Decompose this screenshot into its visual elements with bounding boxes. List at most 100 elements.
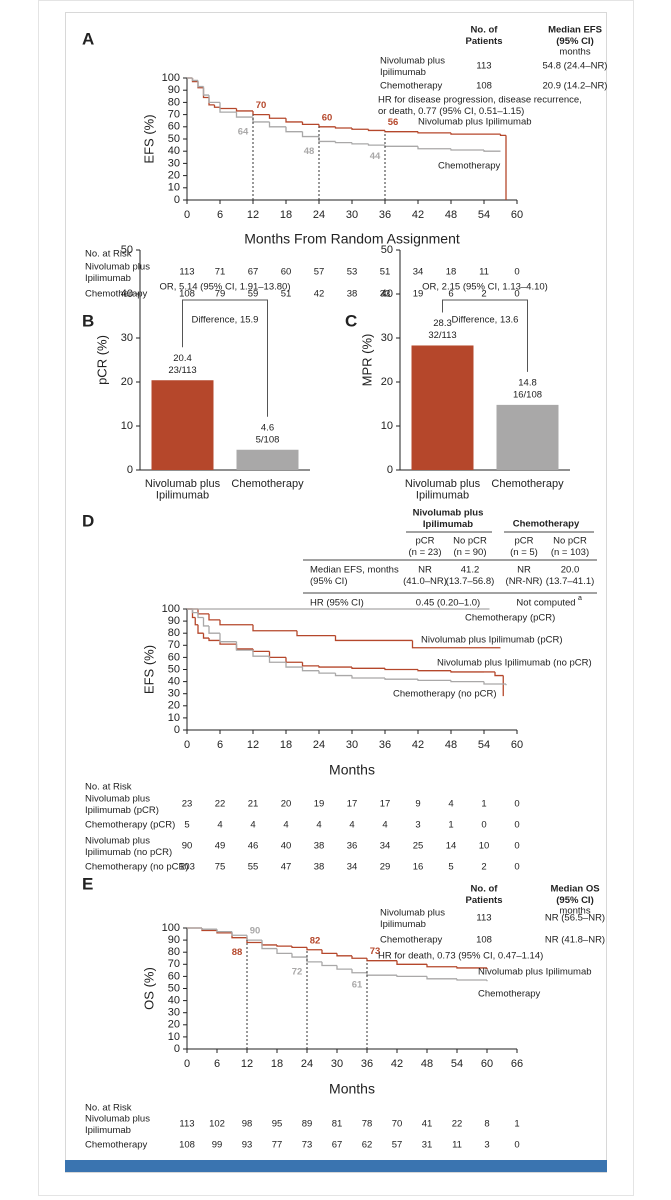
summary-median: 20.9 (14.2–NR) [543, 81, 608, 92]
subheader: pCR (n = 5) [510, 535, 538, 558]
survival-step [301, 121, 319, 126]
y-axis-title: EFS (%) [141, 645, 156, 694]
survival-step [417, 131, 451, 134]
curve-label: Chemotherapy (pCR) [465, 613, 555, 624]
x-tick-label: 12 [247, 739, 259, 751]
panel-label: A [82, 29, 94, 48]
summary-n: 108 [476, 81, 492, 92]
category-label: Chemotherapy [491, 478, 564, 490]
risk-value: 33 [380, 289, 391, 300]
x-tick-label: 30 [331, 1058, 343, 1070]
risk-value: 10 [479, 841, 490, 852]
y-tick-label: 70 [168, 109, 180, 121]
risk-value: 19 [314, 799, 325, 810]
y-tick-label: 0 [174, 1043, 180, 1055]
comparison: OR, 2.15 (95% CI, 1.13–4.10) [422, 282, 548, 293]
survival-step [417, 146, 451, 150]
row-label: Median EFS, months (95% CI) [310, 564, 399, 587]
survival-step [268, 121, 286, 128]
y-tick-label: 80 [168, 96, 180, 108]
risk-value: 0 [481, 820, 486, 831]
survival-step [235, 108, 253, 112]
risk-value: 4 [217, 820, 222, 831]
survival-step [483, 149, 501, 152]
summary-name: Nivolumab plus Ipilimumab [380, 907, 445, 930]
y-tick-label: 30 [121, 332, 133, 344]
risk-value: 36 [347, 841, 358, 852]
y-tick-label: 20 [168, 700, 180, 712]
y-tick-label: 20 [381, 376, 393, 388]
value-label: 14.8 [518, 377, 537, 388]
x-tick-label: 0 [184, 1058, 190, 1070]
y-tick-label: 10 [168, 182, 180, 194]
risk-value: 0 [514, 799, 519, 810]
risk-value: 71 [215, 267, 226, 278]
x-tick-label: 36 [379, 739, 391, 751]
survival-step [336, 953, 352, 957]
risk-label: Chemotherapy [85, 289, 148, 300]
summary-header: No. of Patients [466, 883, 503, 906]
survival-step [202, 633, 209, 639]
survival-step [450, 670, 484, 673]
risk-value: 2 [481, 289, 486, 300]
y-tick-label: 0 [174, 194, 180, 206]
risk-value: 40 [281, 841, 292, 852]
y-tick-label: 50 [168, 982, 180, 994]
landmark-label: 61 [352, 980, 363, 991]
risk-value: 108 [179, 289, 195, 300]
x-tick-label: 6 [217, 209, 223, 221]
survival-step [450, 680, 484, 683]
category-label: Nivolumab plus Ipilimumab [405, 478, 481, 502]
category-label: Chemotherapy [231, 478, 304, 490]
risk-value: 21 [248, 799, 259, 810]
risk-value: 25 [413, 841, 424, 852]
y-tick-label: 60 [168, 651, 180, 663]
survival-step [285, 118, 303, 123]
y-tick-label: 40 [168, 145, 180, 157]
risk-value: 3 [484, 1140, 489, 1151]
survival-step [213, 104, 220, 108]
summary-header: No. of Patients [466, 24, 503, 47]
y-axis-title: MPR (%) [359, 334, 374, 387]
survival-step [334, 126, 352, 129]
cell: Not computed [516, 598, 575, 609]
x-tick-label: 42 [412, 739, 424, 751]
risk-value: 67 [248, 267, 259, 278]
cell: NR (41.0–NR) [403, 564, 447, 587]
risk-value: 1 [481, 799, 486, 810]
summary-n: 113 [476, 913, 491, 924]
risk-value: 34 [380, 841, 391, 852]
y-tick-label: 20 [121, 376, 133, 388]
survival-step [296, 630, 336, 637]
summary-header: Median EFS (95% CI) [548, 24, 602, 47]
y-tick-label: 0 [387, 464, 393, 476]
risk-value: 70 [392, 1119, 403, 1130]
value-label: 28.3 [433, 318, 452, 329]
risk-value: 2 [481, 862, 486, 873]
survival-step [252, 650, 270, 657]
risk-value: 14 [446, 841, 457, 852]
survival-step [219, 102, 237, 113]
curve-label: Nivolumab plus Ipilimumab [478, 967, 592, 978]
landmark-label: 90 [250, 926, 261, 937]
survival-step [306, 947, 322, 951]
y-tick-label: 20 [168, 1019, 180, 1031]
survival-step [194, 617, 198, 626]
y-tick-label: 70 [168, 958, 180, 970]
survival-step [235, 641, 253, 651]
risk-value: 38 [314, 841, 325, 852]
summary-median: NR (41.8–NR) [545, 935, 605, 946]
x-tick-label: 12 [247, 209, 259, 221]
survival-step [301, 662, 319, 667]
cell: NR (NR-NR) [506, 564, 543, 587]
risk-value: 102 [209, 1119, 225, 1130]
count-label: 23/113 [168, 365, 196, 376]
bracket [182, 299, 268, 417]
survival-step [456, 966, 487, 969]
survival-step [450, 148, 484, 151]
risk-value: 67 [332, 1140, 343, 1151]
survival-step [208, 625, 220, 634]
survival-step [351, 675, 385, 679]
value-label: 4.6 [261, 422, 274, 433]
